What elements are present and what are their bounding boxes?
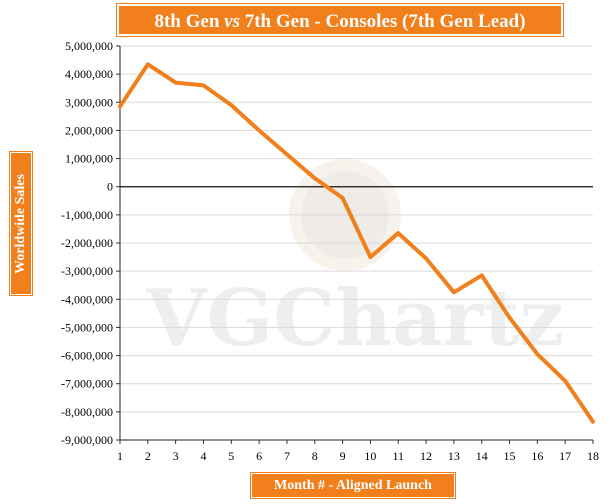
x-tick-label: 1 [117,449,123,463]
x-tick-label: 15 [504,449,516,463]
x-tick-label: 6 [256,449,262,463]
x-tick-label: 5 [228,449,234,463]
y-tick-label: 0 [107,180,113,194]
x-tick-label: 3 [173,449,179,463]
x-tick-label: 11 [392,449,404,463]
series-group [118,62,595,424]
y-tick-label: -6,000,000 [61,349,113,363]
y-tick-label: 2,000,000 [65,123,113,137]
y-tick-label: -8,000,000 [61,405,113,419]
y-tick-label: -2,000,000 [61,236,113,250]
x-tick-label: 9 [340,449,346,463]
chart-title-pre: 8th Gen [154,11,225,32]
y-axis-ticks: 5,000,000 4,000,000 3,000,000 2,000,000 1,00… [61,39,120,447]
chart-title: 8th Gen vs 7th Gen - Consoles (7th Gen L… [117,4,563,36]
y-tick-label: -4,000,000 [61,292,113,306]
grid-lines [120,45,593,441]
series-line [118,62,595,424]
x-tick-label: 14 [476,449,488,463]
x-tick-label: 8 [312,449,318,463]
y-tick-label: 4,000,000 [65,67,113,81]
y-tick-label: -1,000,000 [61,208,113,222]
y-tick-label: 1,000,000 [65,152,113,166]
x-tick-label: 17 [559,449,571,463]
y-tick-label: -3,000,000 [61,264,113,278]
chart-title-vs: vs [224,11,240,32]
x-tick-label: 7 [284,449,290,463]
x-tick-label: 13 [448,449,460,463]
x-tick-label: 2 [145,449,151,463]
x-axis-ticks: 1 2 3 4 5 6 7 8 9 10 11 12 13 14 15 16 17 18 [117,440,599,463]
y-tick-label: -5,000,000 [61,320,113,334]
watermark-logo: VGChartz [145,159,564,364]
x-tick-label: 18 [587,449,599,463]
y-tick-label: -9,000,000 [61,433,113,447]
axes [119,46,593,441]
y-tick-label: 3,000,000 [65,95,113,109]
y-axis-label-box: Worldwide Sales [10,152,32,295]
x-tick-label: 12 [420,449,432,463]
x-tick-label: 4 [200,449,206,463]
x-tick-label: 16 [531,449,543,463]
watermark-text: VGChartz [145,273,564,364]
x-tick-label: 10 [364,449,376,463]
y-axis-label: Worldwide Sales [13,173,28,274]
y-tick-label: -7,000,000 [61,377,113,391]
y-tick-label: 5,000,000 [65,39,113,53]
chart-title-post: 7th Gen - Consoles (7th Gen Lead) [239,11,526,32]
x-axis-label: Month # - Aligned Launch [251,473,455,498]
